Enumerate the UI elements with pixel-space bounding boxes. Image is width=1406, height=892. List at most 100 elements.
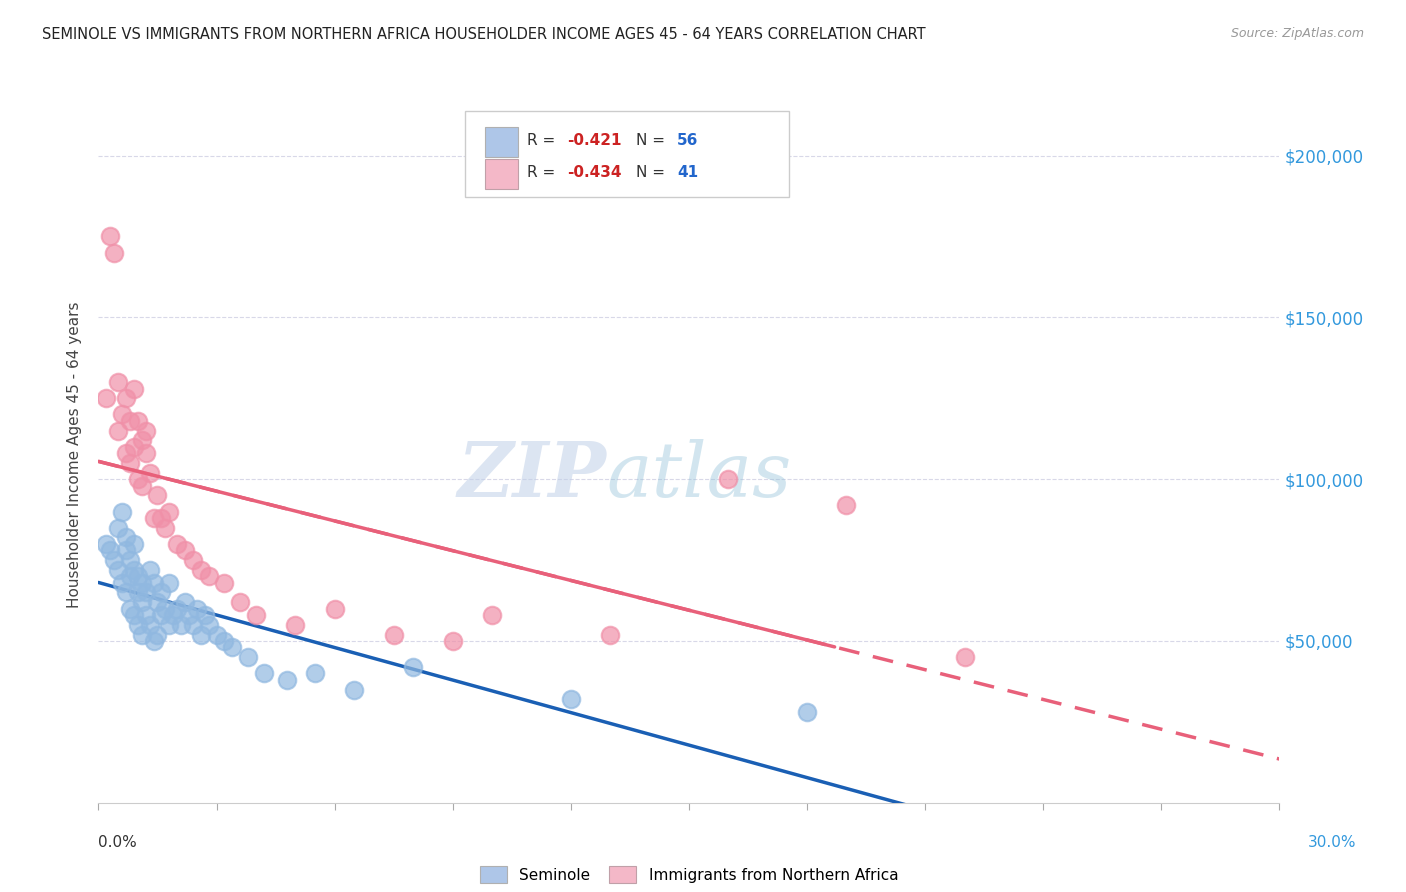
Point	[135, 608, 157, 623]
Point	[245, 608, 267, 623]
Point	[142, 511, 165, 525]
Point	[190, 563, 212, 577]
Text: -0.421: -0.421	[567, 133, 621, 148]
Point	[146, 627, 169, 641]
Point	[122, 608, 145, 623]
Point	[96, 537, 118, 551]
Point	[166, 601, 188, 615]
Text: atlas: atlas	[606, 439, 792, 513]
Point	[138, 466, 160, 480]
Point	[214, 575, 236, 590]
Point	[382, 627, 405, 641]
Point	[107, 521, 129, 535]
Point	[131, 627, 153, 641]
Point	[155, 601, 177, 615]
Point	[118, 569, 141, 583]
FancyBboxPatch shape	[485, 160, 517, 188]
FancyBboxPatch shape	[464, 111, 789, 197]
Point	[194, 608, 217, 623]
Point	[174, 595, 197, 609]
Point	[118, 553, 141, 567]
Point	[103, 553, 125, 567]
Text: -0.434: -0.434	[567, 165, 621, 180]
Point	[107, 563, 129, 577]
Point	[135, 446, 157, 460]
Point	[103, 245, 125, 260]
Point	[166, 537, 188, 551]
Point	[122, 563, 145, 577]
Text: R =: R =	[527, 165, 560, 180]
Point	[150, 608, 173, 623]
Point	[343, 682, 366, 697]
Point	[481, 608, 503, 623]
Point	[127, 585, 149, 599]
Point	[236, 650, 259, 665]
Point	[186, 601, 208, 615]
Point	[111, 408, 134, 422]
Point	[253, 666, 276, 681]
Text: 41: 41	[678, 165, 699, 180]
Point	[115, 392, 138, 406]
Point	[127, 414, 149, 428]
Text: R =: R =	[527, 133, 560, 148]
Point	[214, 634, 236, 648]
Point	[115, 531, 138, 545]
Point	[146, 595, 169, 609]
Point	[170, 617, 193, 632]
Point	[131, 478, 153, 492]
Text: 30.0%: 30.0%	[1309, 836, 1357, 850]
Point	[323, 601, 346, 615]
Point	[560, 692, 582, 706]
Point	[953, 650, 976, 665]
Point	[284, 617, 307, 632]
Point	[717, 472, 740, 486]
Point	[111, 504, 134, 518]
Point	[131, 595, 153, 609]
Point	[835, 498, 858, 512]
Point	[402, 660, 425, 674]
Point	[107, 424, 129, 438]
Point	[221, 640, 243, 655]
FancyBboxPatch shape	[485, 128, 517, 157]
Point	[122, 440, 145, 454]
Text: SEMINOLE VS IMMIGRANTS FROM NORTHERN AFRICA HOUSEHOLDER INCOME AGES 45 - 64 YEAR: SEMINOLE VS IMMIGRANTS FROM NORTHERN AFR…	[42, 27, 925, 42]
Point	[181, 553, 204, 567]
Point	[122, 382, 145, 396]
Point	[155, 521, 177, 535]
Text: 56: 56	[678, 133, 699, 148]
Point	[138, 563, 160, 577]
Point	[98, 229, 121, 244]
Point	[150, 511, 173, 525]
Point	[115, 585, 138, 599]
Point	[142, 575, 165, 590]
Point	[142, 634, 165, 648]
Point	[146, 488, 169, 502]
Point	[796, 705, 818, 719]
Point	[131, 434, 153, 448]
Point	[135, 585, 157, 599]
Point	[177, 608, 200, 623]
Point	[127, 617, 149, 632]
Point	[197, 617, 219, 632]
Point	[157, 617, 180, 632]
Point	[181, 617, 204, 632]
Point	[276, 673, 298, 687]
Point	[150, 585, 173, 599]
Point	[107, 375, 129, 389]
Point	[304, 666, 326, 681]
Point	[115, 446, 138, 460]
Point	[98, 543, 121, 558]
Point	[197, 569, 219, 583]
Y-axis label: Householder Income Ages 45 - 64 years: Householder Income Ages 45 - 64 years	[67, 301, 83, 608]
Point	[599, 627, 621, 641]
Point	[131, 575, 153, 590]
Point	[115, 543, 138, 558]
Point	[441, 634, 464, 648]
Point	[118, 414, 141, 428]
Point	[118, 601, 141, 615]
Point	[111, 575, 134, 590]
Text: 0.0%: 0.0%	[98, 836, 138, 850]
Point	[174, 543, 197, 558]
Point	[157, 504, 180, 518]
Point	[157, 575, 180, 590]
